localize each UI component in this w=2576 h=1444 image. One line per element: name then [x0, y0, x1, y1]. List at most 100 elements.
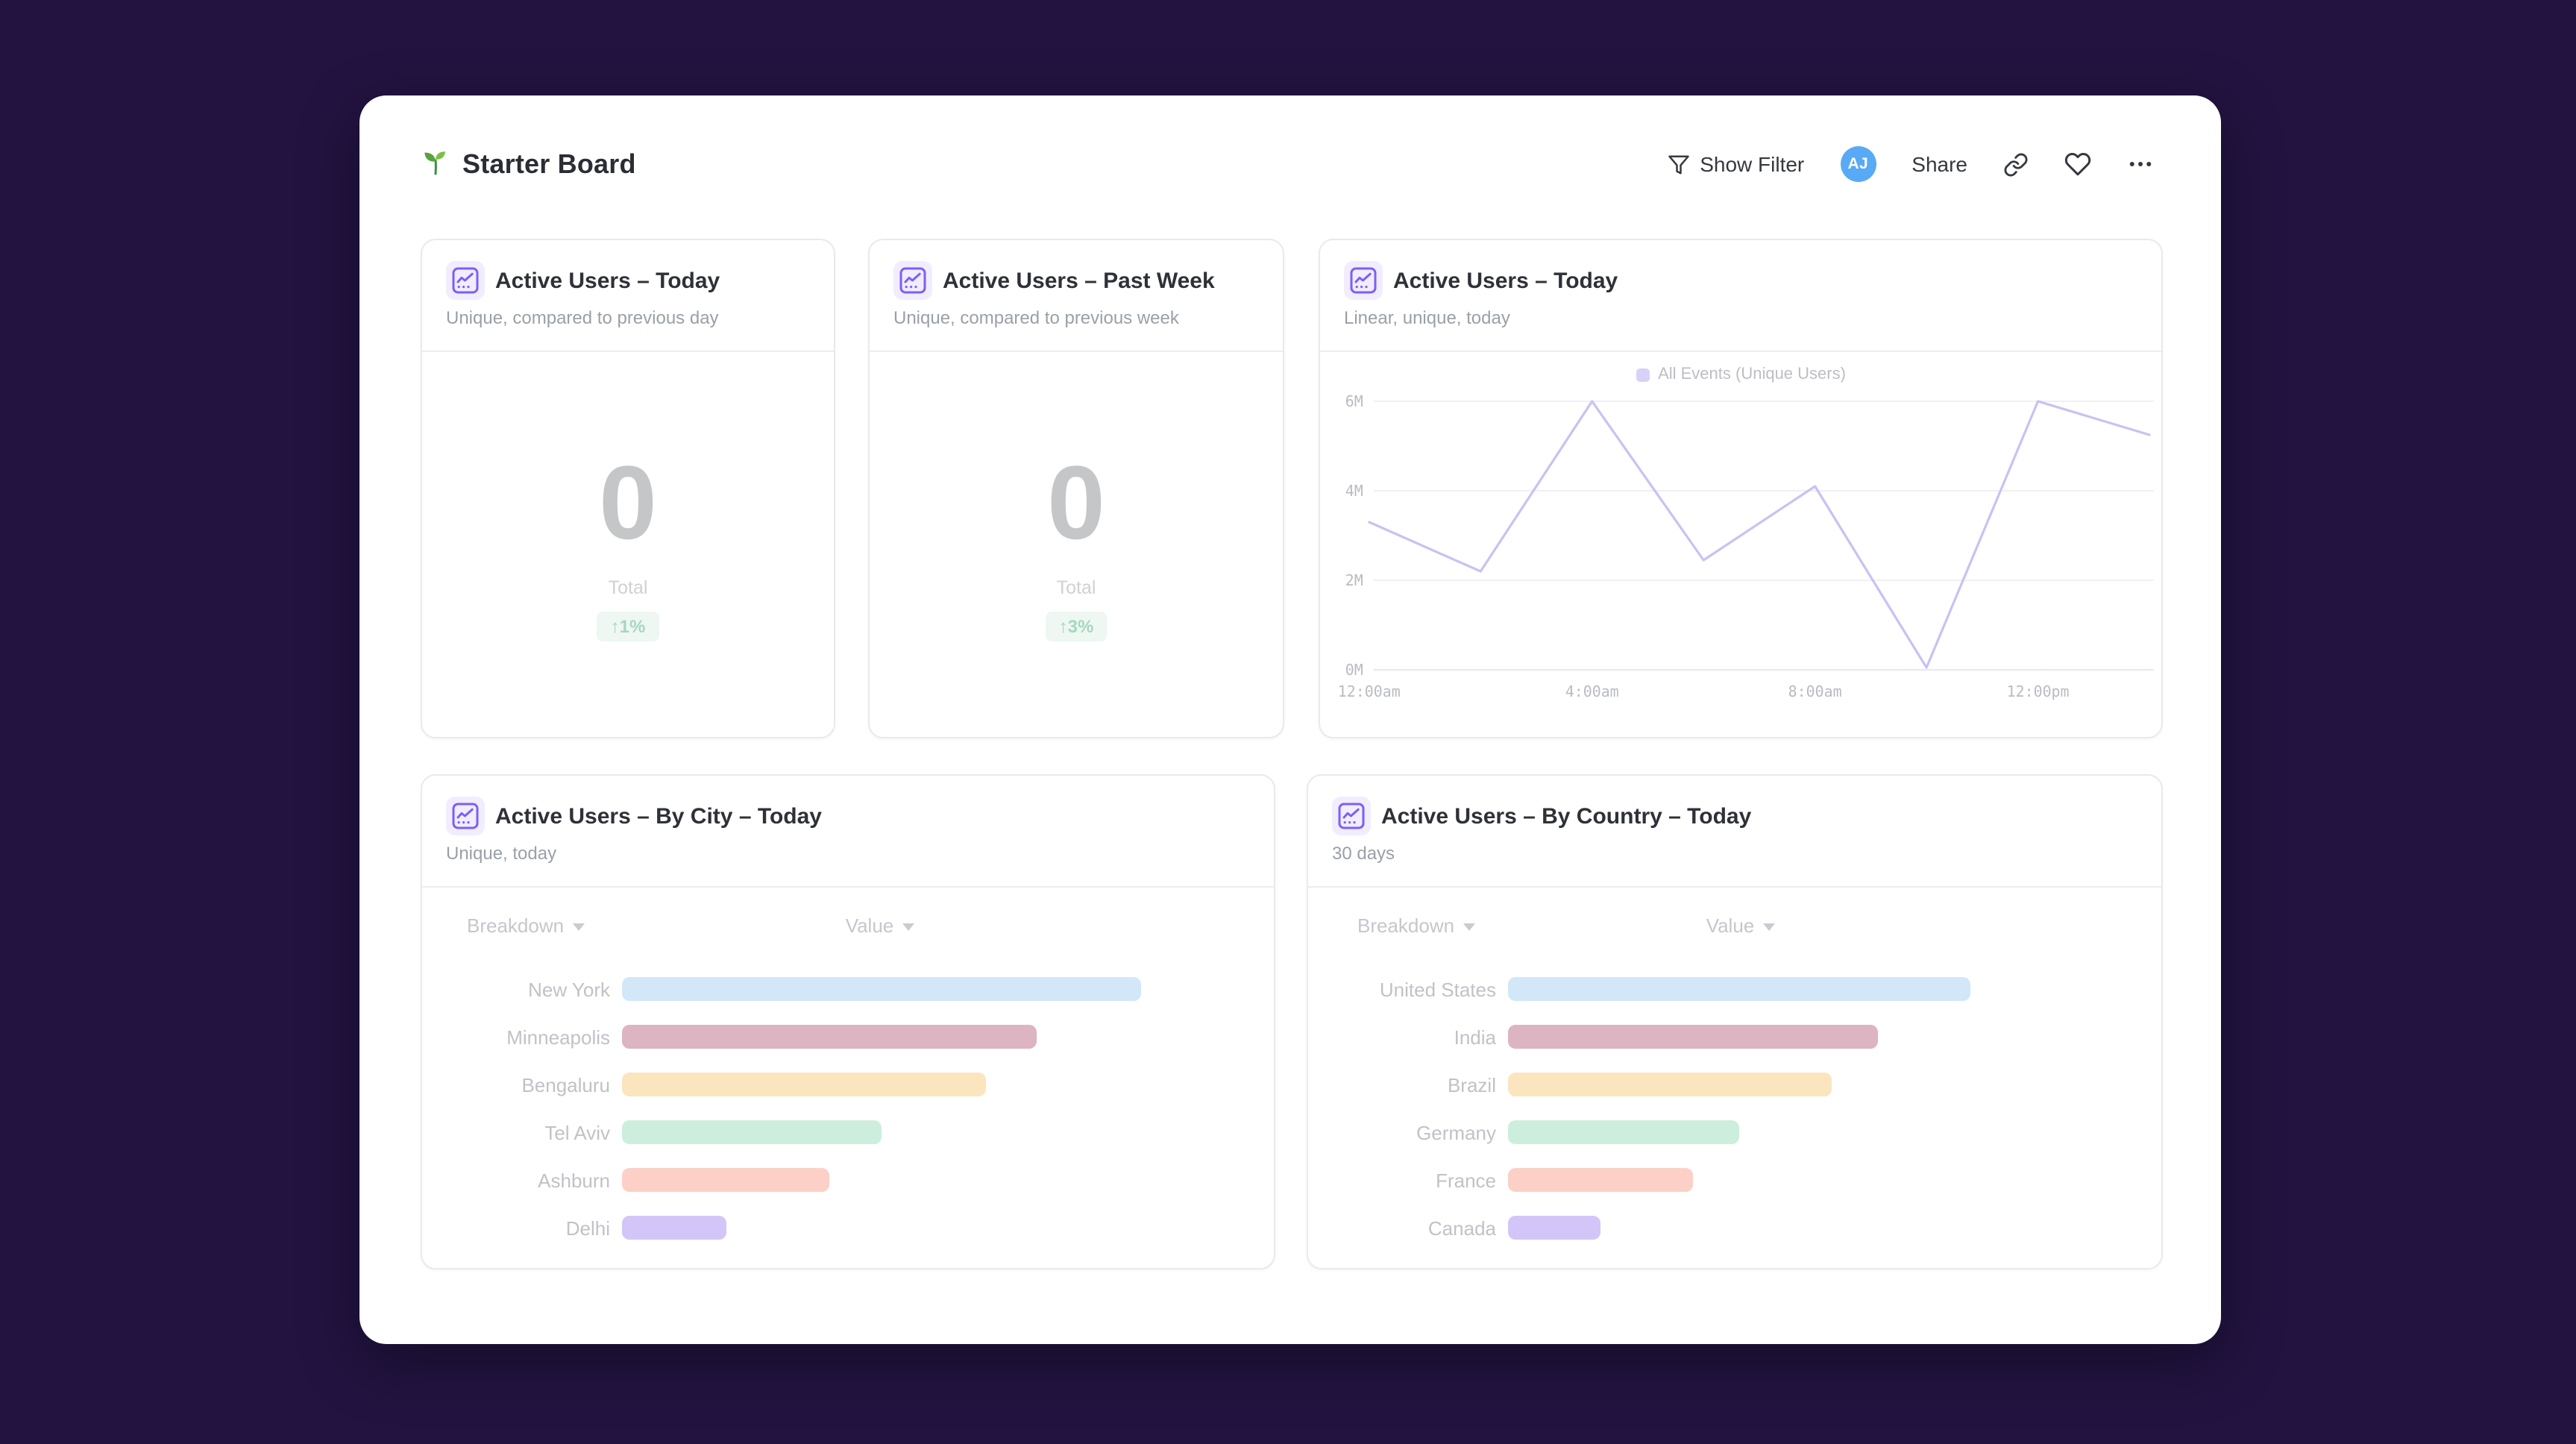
card-header[interactable]: Active Users – Today Linear, unique, tod…	[1320, 240, 2161, 352]
chart-legend[interactable]: All Events (Unique Users)	[1320, 365, 2161, 383]
card-subtitle: Unique, today	[446, 843, 557, 864]
kpi-label: Total	[608, 577, 648, 598]
card-title: Active Users – Past Week	[943, 268, 1215, 293]
table-row: Tel Aviv	[422, 1108, 1274, 1156]
svg-text:4M: 4M	[1345, 482, 1363, 500]
row-bar[interactable]	[1508, 1216, 1600, 1240]
row-bar[interactable]	[622, 1025, 1037, 1049]
table-row: Canada	[1308, 1204, 2161, 1252]
table-row: France	[1308, 1156, 2161, 1204]
row-label: Germany	[1416, 1121, 1496, 1143]
value-column-header[interactable]: Value	[1510, 914, 1972, 937]
share-label: Share	[1911, 152, 1967, 176]
legend-label: All Events (Unique Users)	[1658, 365, 1846, 383]
card-title: Active Users – By Country – Today	[1381, 803, 1752, 829]
line-chart-icon	[446, 261, 485, 300]
breakdown-table: Breakdown Value United States India Brazil…	[1308, 888, 2161, 1271]
row-label: New York	[528, 978, 610, 1000]
table-row: India	[1308, 1013, 2161, 1061]
kpi-label: Total	[1056, 577, 1096, 598]
row-bar[interactable]	[622, 977, 1141, 1001]
board-header: Starter Board Show Filter AJ Share	[421, 137, 2154, 191]
card-title: Active Users – Today	[495, 268, 720, 293]
row-label: Canada	[1427, 1217, 1496, 1239]
line-chart-icon	[893, 261, 932, 300]
table-row: New York	[422, 965, 1274, 1013]
chevron-down-icon	[573, 923, 585, 930]
line-chart-body: All Events (Unique Users) 0M 2M 4M 6M 12:00a…	[1320, 352, 2161, 740]
row-label: Minneapolis	[506, 1026, 610, 1048]
card-title: Active Users – By City – Today	[495, 803, 822, 829]
row-bar[interactable]	[622, 1073, 986, 1096]
table-header: Breakdown Value	[422, 911, 1274, 950]
card-active-users-by-city: Active Users – By City – Today Unique, t…	[421, 774, 1275, 1269]
row-label: France	[1436, 1169, 1496, 1191]
card-header[interactable]: Active Users – Past Week Unique, compare…	[870, 240, 1283, 352]
row-bar[interactable]	[1508, 1025, 1878, 1049]
link-icon	[2004, 152, 2028, 176]
table-rows: United States India Brazil Germany France Can…	[1308, 965, 2161, 1252]
heart-icon	[2064, 153, 2091, 176]
value-column-header[interactable]: Value	[621, 914, 1140, 937]
row-bar[interactable]	[1508, 977, 1970, 1001]
favorite-button[interactable]	[2064, 151, 2091, 178]
breakdown-column-header[interactable]: Breakdown	[1357, 914, 1476, 937]
card-subtitle: Unique, compared to previous day	[446, 307, 719, 328]
page-title: Starter Board	[462, 148, 636, 178]
card-active-users-by-country: Active Users – By Country – Today 30 day…	[1307, 774, 2163, 1269]
row-label: Bengaluru	[521, 1073, 610, 1096]
board-actions: Show Filter AJ Share	[1667, 146, 2154, 182]
row-bar[interactable]	[1508, 1073, 1832, 1096]
row-bar[interactable]	[1508, 1168, 1693, 1192]
row-label: India	[1454, 1026, 1496, 1048]
table-row: Minneapolis	[422, 1013, 1274, 1061]
card-header[interactable]: Active Users – By Country – Today 30 day…	[1308, 776, 2161, 888]
table-header: Breakdown Value	[1308, 911, 2161, 950]
ellipsis-icon	[2129, 162, 2152, 166]
kpi-value: 0	[599, 445, 657, 561]
seedling-icon	[421, 145, 450, 183]
row-label: Delhi	[565, 1217, 610, 1239]
chevron-down-icon	[902, 923, 915, 930]
show-filter-button[interactable]: Show Filter	[1667, 152, 1804, 176]
kpi-delta-badge: ↑1%	[597, 612, 659, 641]
row-bar[interactable]	[622, 1216, 726, 1240]
avatar[interactable]: AJ	[1840, 146, 1876, 182]
show-filter-label: Show Filter	[1700, 152, 1805, 176]
table-row: Ashburn	[422, 1156, 1274, 1204]
chevron-down-icon	[1463, 923, 1476, 930]
table-row: Bengaluru	[422, 1061, 1274, 1108]
kpi-value: 0	[1047, 445, 1105, 561]
table-row: Germany	[1308, 1108, 2161, 1156]
svg-text:4:00am: 4:00am	[1565, 682, 1619, 700]
row-label: Brazil	[1447, 1073, 1496, 1096]
table-row: Delhi	[422, 1204, 1274, 1252]
svg-text:0M: 0M	[1345, 661, 1363, 679]
table-row: Brazil	[1308, 1061, 2161, 1108]
table-rows: New York Minneapolis Bengaluru Tel Aviv Ashb…	[422, 965, 1274, 1252]
row-bar[interactable]	[1508, 1120, 1739, 1144]
filter-icon	[1668, 154, 1688, 174]
line-chart-icon	[1344, 261, 1383, 300]
row-bar[interactable]	[622, 1120, 882, 1144]
share-button[interactable]: Share	[1911, 152, 1967, 176]
breakdown-table: Breakdown Value New York Minneapolis Benga…	[422, 888, 1274, 1271]
card-subtitle: 30 days	[1332, 843, 1395, 864]
svg-text:8:00am: 8:00am	[1788, 682, 1842, 700]
line-chart[interactable]: 0M 2M 4M 6M 12:00am 4:00am 8:00am 12:00pm	[1320, 352, 2161, 740]
card-active-users-line-chart: Active Users – Today Linear, unique, tod…	[1319, 239, 2163, 738]
copy-link-button[interactable]	[2003, 151, 2029, 177]
board-title-wrap: Starter Board	[421, 145, 636, 183]
row-label: Tel Aviv	[544, 1121, 610, 1143]
more-options-button[interactable]	[2127, 151, 2154, 178]
card-subtitle: Linear, unique, today	[1344, 307, 1510, 328]
breakdown-column-header[interactable]: Breakdown	[467, 914, 585, 937]
row-label: United States	[1379, 978, 1496, 1000]
kpi-body: 0 Total ↑3%	[870, 352, 1283, 740]
card-header[interactable]: Active Users – Today Unique, compared to…	[422, 240, 834, 352]
svg-text:6M: 6M	[1345, 392, 1363, 410]
row-bar[interactable]	[622, 1168, 829, 1192]
row-label: Ashburn	[538, 1169, 610, 1191]
card-header[interactable]: Active Users – By City – Today Unique, t…	[422, 776, 1274, 888]
